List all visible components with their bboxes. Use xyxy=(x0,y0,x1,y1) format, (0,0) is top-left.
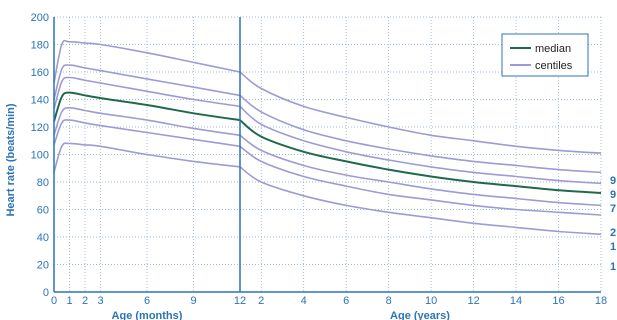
centile-end-label: 1 xyxy=(610,241,616,253)
x-tick-label-years: 4 xyxy=(301,295,307,307)
centile-line-months xyxy=(53,142,241,173)
centile-line-years xyxy=(239,94,602,174)
x-tick-label-months: 2 xyxy=(82,295,88,307)
legend-median-label: median xyxy=(535,43,571,55)
series-layer xyxy=(53,39,602,236)
x-tick-label-years: 16 xyxy=(552,295,564,307)
y-tick-label: 180 xyxy=(31,40,49,52)
y-tick-label: 160 xyxy=(31,67,49,79)
x-tick-label-years: 6 xyxy=(343,295,349,307)
x-tick-label-months: 3 xyxy=(97,295,103,307)
y-tick-label: 100 xyxy=(31,150,49,162)
centile-line-years xyxy=(239,105,602,185)
y-tick-label: 120 xyxy=(31,122,49,134)
y-tick-label: 20 xyxy=(37,260,49,272)
centile-end-labels: 9 9 7 2 1 1 xyxy=(610,175,616,273)
x-tick-label-months: 0 xyxy=(51,295,57,307)
centile-end-label: 7 xyxy=(610,203,616,215)
centile-line-months xyxy=(53,39,241,84)
x-axis-title-years: Age (years) xyxy=(390,310,450,320)
median-line-months xyxy=(53,91,241,122)
centile-line-months xyxy=(53,64,241,100)
y-tick-label: 140 xyxy=(31,95,49,107)
x-axis-title-months: Age (months) xyxy=(112,310,183,320)
axes xyxy=(53,17,601,293)
centile-end-label: 1 xyxy=(610,261,616,273)
median-line-years xyxy=(239,119,602,194)
x-tick-label-years: 14 xyxy=(510,295,522,307)
x-tick-label-years: 18 xyxy=(595,295,607,307)
centile-line-months xyxy=(53,119,241,148)
legend-centiles-label: centiles xyxy=(535,60,573,72)
centile-line-years xyxy=(239,71,602,154)
y-tick-label: 40 xyxy=(37,232,49,244)
x-tick-label-years: 2 xyxy=(258,295,264,307)
y-tick-label: 0 xyxy=(43,287,49,299)
y-tick-label: 80 xyxy=(37,177,49,189)
x-tick-label-years: 12 xyxy=(467,295,479,307)
x-tick-label-years: 8 xyxy=(386,295,392,307)
centile-line-years xyxy=(239,166,602,236)
x-tick-label-months: 6 xyxy=(144,295,150,307)
x-tick-label-months: 1 xyxy=(66,295,72,307)
x-tick-label-years: 10 xyxy=(425,295,437,307)
legend-box xyxy=(501,33,589,77)
centile-end-label: 9 xyxy=(610,189,616,201)
centile-end-label: 9 xyxy=(610,175,616,187)
centile-line-years xyxy=(239,145,602,216)
centile-line-months xyxy=(53,106,241,137)
legend: median centiles xyxy=(501,33,589,77)
centile-line-years xyxy=(239,134,602,207)
x-tick-label-months: 9 xyxy=(190,295,196,307)
y-tick-label: 200 xyxy=(31,12,49,24)
y-tick-label: 60 xyxy=(37,205,49,217)
centile-line-months xyxy=(53,76,241,110)
centile-end-label: 2 xyxy=(610,227,616,239)
y-axis-title: Heart rate (beats/min) xyxy=(5,103,17,216)
x-tick-label-months: 12 xyxy=(234,295,246,307)
